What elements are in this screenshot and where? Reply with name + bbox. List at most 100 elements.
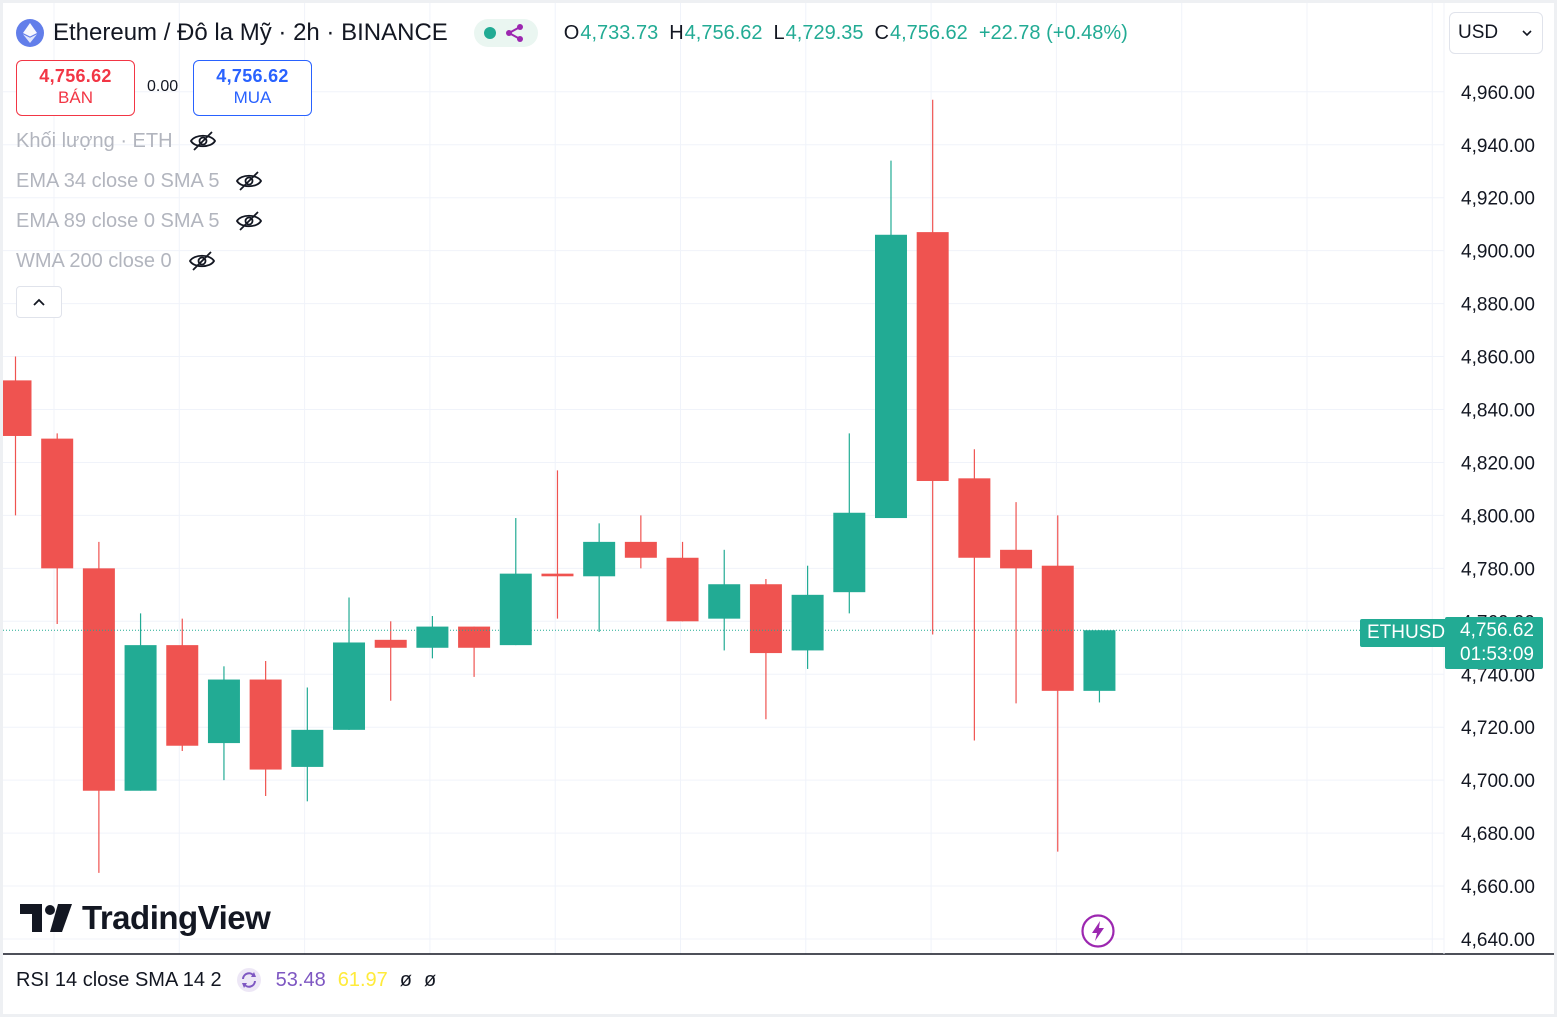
candle: [82, 541, 115, 873]
candle-body: [708, 584, 741, 619]
candle-body: [124, 645, 157, 791]
indicator-volume[interactable]: Khối lượng · ETH: [16, 129, 217, 153]
last-price-label: 4,756.62 01:53:09: [1445, 617, 1543, 669]
candle: [41, 433, 74, 624]
price-tick-label: 4,700.00: [1461, 771, 1535, 792]
spread-value: 0.00: [147, 78, 179, 95]
price-tick-label: 4,720.00: [1461, 718, 1535, 739]
candle: [291, 687, 324, 802]
candle-body: [624, 541, 657, 558]
symbol-legend: Ethereum / Đô la Mỹ · 2h · BINANCE O 4,7…: [16, 18, 1139, 48]
price-tick-label: 4,900.00: [1461, 242, 1535, 263]
candle: [416, 616, 449, 659]
buy-button[interactable]: 4,756.62 MUA: [193, 60, 312, 116]
candle-body: [541, 573, 574, 577]
tradingview-logo[interactable]: TradingView: [20, 899, 271, 937]
ohlc-values: O 4,733.73 H 4,756.62 L 4,729.35 C 4,756…: [564, 22, 1139, 45]
ohlc-low-value: 4,729.35: [785, 21, 864, 44]
currency-select[interactable]: USD: [1449, 12, 1543, 54]
indicator-label: WMA 200 close 0: [16, 249, 172, 272]
candle: [249, 661, 282, 797]
eye-off-icon[interactable]: [189, 129, 217, 153]
buy-label: MUA: [233, 88, 272, 107]
ohlc-high-key: H: [669, 21, 684, 44]
candle-body: [1000, 549, 1033, 569]
candle-body: [916, 232, 949, 481]
candle: [624, 515, 657, 569]
candle: [1041, 515, 1074, 852]
tradingview-mark-icon: [20, 904, 72, 932]
currency-select-value: USD: [1458, 22, 1499, 43]
last-price-symbol-label: ETHUSD: [1360, 619, 1453, 647]
indicator-label: Khối lượng · ETH: [16, 129, 173, 152]
candle: [749, 578, 782, 720]
price-tick-label: 4,840.00: [1461, 401, 1535, 422]
candle-body: [499, 573, 532, 646]
candle: [916, 99, 949, 635]
candle-body: [791, 594, 824, 651]
price-axis: 4,640.00 4,660.00 4,680.00 4,700.00 4,720.00…: [1461, 83, 1535, 951]
candle: [666, 541, 699, 622]
price-tick-label: 4,800.00: [1461, 506, 1535, 527]
collapse-legend-button[interactable]: [16, 286, 62, 318]
candle-body: [958, 478, 991, 558]
candle: [708, 549, 741, 651]
eye-off-icon[interactable]: [235, 169, 263, 193]
candle-body: [41, 438, 74, 569]
ohlc-high-value: 4,756.62: [684, 21, 763, 44]
candle: [583, 523, 616, 632]
chevron-down-icon: [1522, 30, 1532, 37]
candle-body: [207, 679, 240, 744]
candle-body: [458, 626, 491, 648]
symbol-title[interactable]: Ethereum / Đô la Mỹ · 2h · BINANCE: [53, 19, 448, 46]
price-tick-label: 4,920.00: [1461, 189, 1535, 210]
indicator-label: EMA 34 close 0 SMA 5: [16, 169, 220, 192]
candle: [958, 449, 991, 741]
candle: [1000, 502, 1033, 704]
candle: [874, 160, 907, 519]
lightning-icon[interactable]: [1081, 914, 1115, 948]
candle: [166, 618, 199, 752]
rsi-empty-value: ø: [399, 968, 413, 991]
indicator-ema89[interactable]: EMA 89 close 0 SMA 5: [16, 209, 263, 233]
candle-body: [249, 679, 282, 770]
candle-body: [82, 568, 115, 791]
candle-body: [749, 584, 782, 654]
indicator-wma200[interactable]: WMA 200 close 0: [16, 249, 216, 273]
price-tick-label: 4,960.00: [1461, 83, 1535, 104]
ethereum-logo-icon: [16, 19, 44, 47]
price-tick-label: 4,940.00: [1461, 136, 1535, 157]
eye-off-icon[interactable]: [188, 249, 216, 273]
data-link-icon: [505, 24, 523, 42]
candle: [458, 626, 491, 677]
candle-body: [0, 380, 32, 436]
indicator-ema34[interactable]: EMA 34 close 0 SMA 5: [16, 169, 263, 193]
candle: [499, 518, 532, 646]
price-tick-label: 4,880.00: [1461, 295, 1535, 316]
tradingview-logo-text: TradingView: [82, 899, 271, 936]
candle-body: [374, 639, 407, 648]
sell-price: 4,756.62: [39, 66, 112, 86]
candle: [333, 597, 366, 730]
sell-button[interactable]: 4,756.62 BÁN: [16, 60, 135, 116]
chart-grid: [0, 0, 1444, 954]
rsi-legend[interactable]: RSI 14 close SMA 14 2 53.48 61.97 ø ø: [16, 967, 436, 993]
loading-refresh-icon: [236, 967, 262, 993]
market-status-pill[interactable]: [473, 19, 538, 47]
price-tick-label: 4,780.00: [1461, 559, 1535, 580]
sell-label: BÁN: [58, 88, 93, 107]
indicator-label: EMA 89 close 0 SMA 5: [16, 209, 220, 232]
candle: [124, 613, 157, 791]
candle: [541, 470, 574, 619]
candle: [791, 565, 824, 669]
candle-body: [166, 645, 199, 746]
candle-body: [1041, 565, 1074, 691]
ohlc-open-key: O: [563, 21, 580, 44]
ohlc-close-value: 4,756.62: [889, 21, 968, 44]
eye-off-icon[interactable]: [235, 209, 263, 233]
price-tick-label: 4,660.00: [1461, 877, 1535, 898]
candles-series: [0, 99, 1116, 873]
ohlc-open-value: 4,733.73: [580, 21, 659, 44]
price-tick-label: 4,740.00: [1461, 665, 1535, 686]
